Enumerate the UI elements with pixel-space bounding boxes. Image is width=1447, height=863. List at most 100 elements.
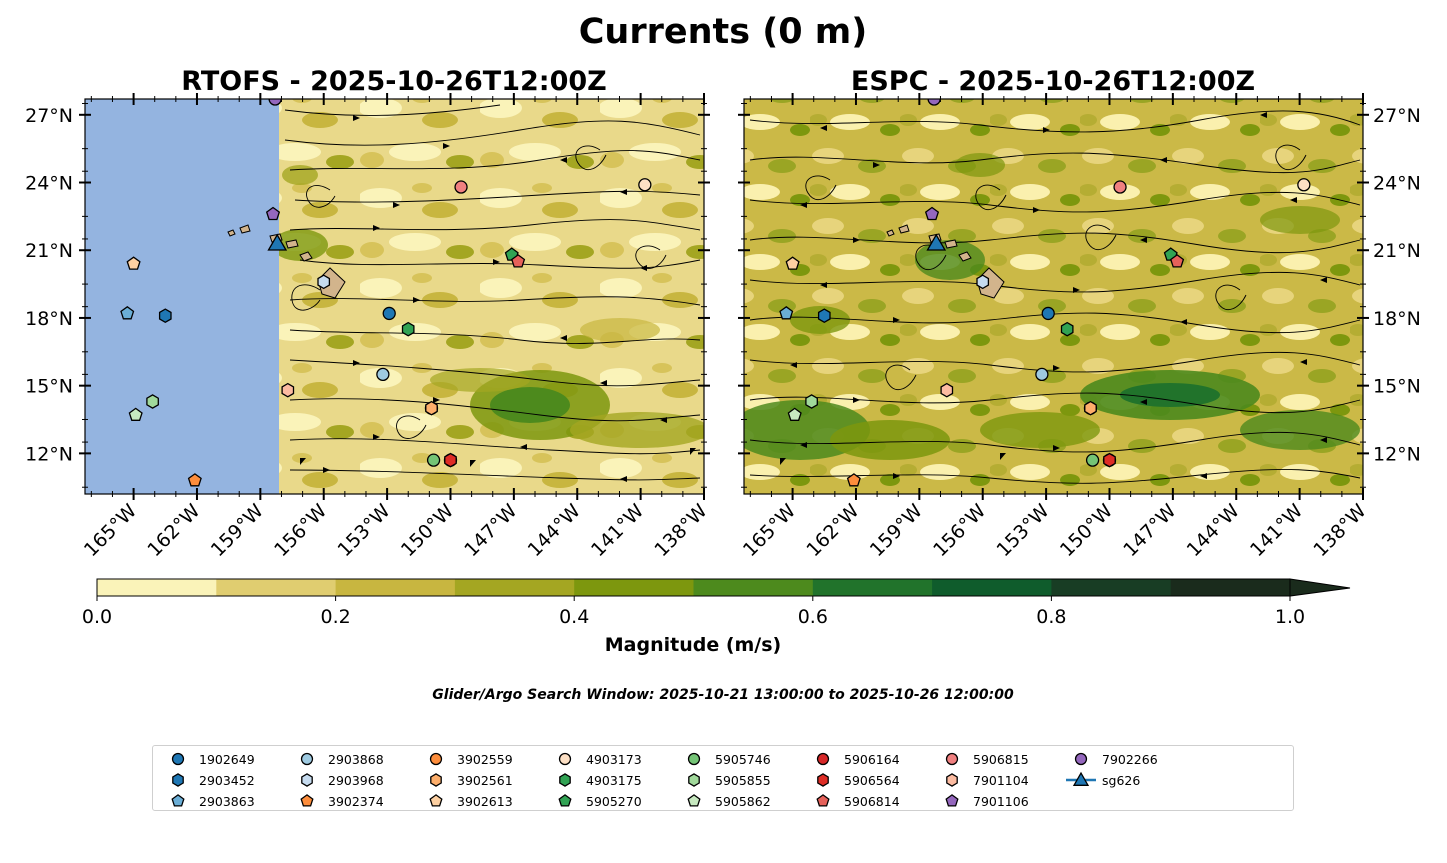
lon-tick-label: 147°W [1119,500,1180,561]
float-marker-2903868 [376,367,390,382]
float-marker-4903175 [1060,321,1074,337]
legend-item: 3902561 [419,771,513,789]
legend-item: 3902613 [419,792,513,810]
legend-label: 7901104 [973,772,1029,788]
float-marker-5906564 [444,452,457,468]
float-marker-1902649 [1041,306,1055,321]
lat-tick-label: 21°N [25,240,73,262]
legend-label: 2903863 [199,793,255,809]
legend-item: 5906164 [806,750,900,768]
legend-item: 7901106 [935,792,1029,810]
legend-marker-icon [816,794,830,807]
lon-tick-label: 150°W [397,500,458,561]
lat-tick-label: 12°N [25,443,73,465]
float-markers-rtofs [120,99,652,487]
legend-marker-5905746 [687,752,701,766]
legend-item: 1902649 [161,750,255,768]
legend-item: 5905862 [677,792,771,810]
lon-tick-label: 159°W [866,500,927,561]
legend-item: 2903452 [161,771,255,789]
lat-tick-label: 18°N [25,308,73,330]
lon-tick-label: 138°W [650,500,711,561]
float-marker-5905862 [787,407,802,421]
colorbar-level [1051,579,1172,596]
legend-marker-3902559 [429,752,443,766]
float-marker-3902374 [846,473,861,487]
legend-item: 5905855 [677,771,771,789]
legend-label: 5906564 [844,772,900,788]
panel-title-rtofs: RTOFS - 2025-10-26T12:00Z [181,66,607,97]
legend-marker-icon [429,794,443,807]
legend-marker-icon [946,773,958,787]
colorbar-ticks: 0.0 0.2 0.4 0.6 0.8 1.0 [82,596,1305,628]
legend-marker-icon [1066,771,1096,786]
lon-tick-label: 159°W [207,500,268,561]
float-marker-2903863 [120,305,135,320]
legend-label: 5905270 [586,793,642,809]
float-marker-sg626 [267,233,288,251]
lat-tick-label: 12°N [1373,443,1421,465]
legend-marker-5906815 [945,752,959,766]
lon-tick-label: 141°W [587,500,648,561]
float-marker-sg626 [926,233,947,251]
legend-label: 7901106 [973,793,1029,809]
legend-item: sg626 [1064,771,1140,789]
float-marker-2903968 [976,274,990,290]
colorbar-tick-label: 0.8 [1036,606,1066,628]
legend-label: 5906814 [844,793,900,809]
figure-title: Currents (0 m) [579,12,868,52]
panel-rtofs: RTOFS - 2025-10-26T12:00Z [25,66,712,561]
streamline-arrows-espc [780,112,1327,479]
colorbar-tick-label: 0.2 [320,606,350,628]
legend-marker-2903863 [171,794,185,807]
legend-label: 3902613 [457,793,513,809]
legend-marker-icon [945,752,959,766]
float-marker-1902649 [382,306,396,321]
legend-marker-4903173 [558,752,572,766]
colorbar-level [812,579,933,596]
legend-marker-icon [300,752,314,766]
float-marker-5905862 [128,407,143,421]
legend-item: 7901104 [935,771,1029,789]
legend-marker-icon [1074,752,1088,766]
float-marker-5905746 [1085,453,1100,467]
colorbar-level [335,579,456,596]
legend-item: 4903175 [548,771,642,789]
legend-marker-7902266 [1074,752,1088,766]
legend-marker-1902649 [171,752,185,766]
legend-item: 5905270 [548,792,642,810]
float-marker-2903863 [779,305,794,320]
lon-tick-label: 138°W [1309,500,1370,561]
lon-tick-label: 156°W [270,500,331,561]
lon-tick-label: 150°W [1056,500,1117,561]
colorbar-tick-label: 0.0 [82,606,112,628]
panel-espc: ESPC - 2025-10-26T12:00Z [738,66,1421,561]
legend-item: 2903868 [290,750,384,768]
legend-item: 4903173 [548,750,642,768]
float-marker-7901106 [265,206,281,221]
legend-label: 5906815 [973,751,1029,767]
float-marker-7901104 [940,382,954,398]
lat-tick-label: 27°N [1373,105,1421,127]
legend-marker-4903175 [559,773,571,787]
float-marker-2903968 [317,274,331,290]
legend-marker-2903968 [301,773,313,787]
float-marker-3902374 [187,473,202,487]
lon-tick-label: 165°W [80,500,141,561]
legend-marker-icon [559,773,571,787]
map-frame-rtofs [84,98,705,495]
legend-marker-5905855 [688,773,700,787]
legend-marker-sg626 [1072,771,1090,786]
legend-marker-icon [558,752,572,766]
float-marker-3902561 [1084,400,1097,416]
legend-label: 4903175 [586,772,642,788]
streamline-arrows-rtofs [300,115,696,482]
lon-tick-label: 153°W [992,500,1053,561]
lon-tick-label: 156°W [929,500,990,561]
legend-marker-3902374 [300,794,314,807]
float-marker-3902561 [425,400,438,416]
float-marker-4903175 [401,321,415,337]
legend-marker-icon [945,794,959,807]
legend-marker-icon [429,752,443,766]
legend-marker-icon [172,773,184,787]
